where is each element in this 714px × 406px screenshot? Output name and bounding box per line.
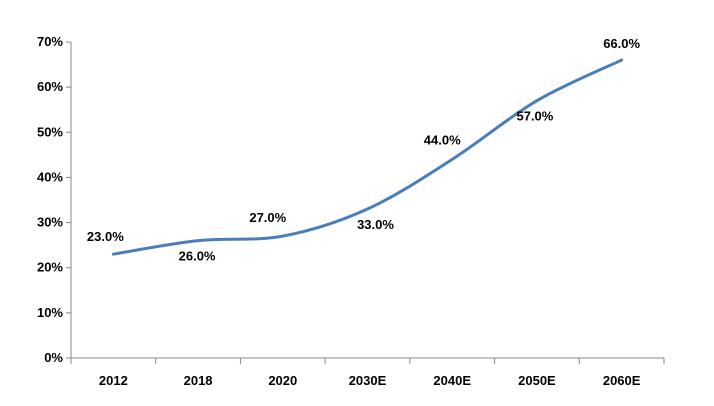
y-axis-tick-labels: 0% 10% 20% 30% 40% 50% 60% 70%	[37, 34, 63, 365]
data-labels: 23.0% 26.0% 27.0% 33.0% 44.0% 57.0% 66.0%	[87, 36, 641, 264]
x-tick-label: 2012	[99, 373, 128, 388]
data-label: 57.0%	[516, 109, 553, 124]
y-tick-label: 70%	[37, 34, 63, 49]
y-tick-label: 0%	[44, 350, 63, 365]
series-group	[111, 58, 624, 256]
y-tick-label: 60%	[37, 79, 63, 94]
x-tick-label: 2020	[268, 373, 297, 388]
y-tick-label: 50%	[37, 124, 63, 139]
chart-axes	[66, 41, 665, 364]
data-label: 44.0%	[424, 132, 461, 147]
x-tick-label: 2030E	[349, 373, 387, 388]
data-label: 23.0%	[87, 229, 124, 244]
series-line	[111, 58, 624, 256]
data-label: 26.0%	[179, 249, 216, 264]
x-tick-label: 2050E	[518, 373, 556, 388]
data-label: 66.0%	[603, 36, 640, 51]
y-tick-label: 10%	[37, 305, 63, 320]
y-tick-label: 40%	[37, 169, 63, 184]
data-label: 27.0%	[249, 210, 286, 225]
x-tick-label: 2040E	[433, 373, 471, 388]
y-tick-label: 30%	[37, 215, 63, 230]
x-axis-tick-labels: 2012 2018 2020 2030E 2040E 2050E 2060E	[99, 373, 641, 388]
x-tick-label: 2060E	[603, 373, 641, 388]
x-tick-label: 2018	[184, 373, 213, 388]
data-label: 33.0%	[357, 217, 394, 232]
y-tick-label: 20%	[37, 260, 63, 275]
